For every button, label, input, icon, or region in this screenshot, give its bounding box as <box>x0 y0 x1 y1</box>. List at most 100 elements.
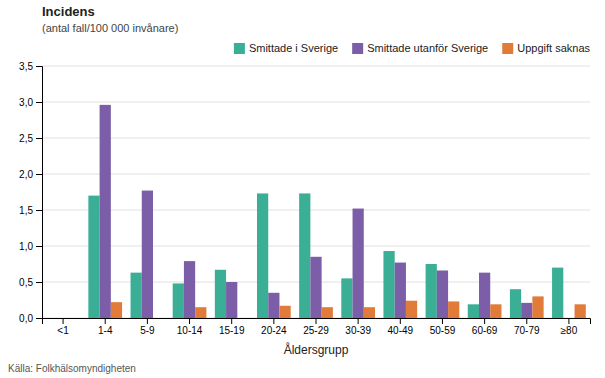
bar <box>69 318 80 319</box>
x-tick-mark <box>316 318 317 324</box>
bar <box>142 191 153 318</box>
legend-item: Smittade utanför Sverige <box>352 42 488 54</box>
x-tick: 30-39 <box>345 318 371 336</box>
y-tick: 2,0 <box>19 169 42 180</box>
bar <box>100 105 111 318</box>
legend-swatch <box>502 43 513 54</box>
y-tick-label: 1,5 <box>19 205 33 216</box>
y-axis-line <box>36 67 43 319</box>
y-tick-mark <box>36 318 42 319</box>
x-tick: 40-49 <box>388 318 414 336</box>
bar <box>353 209 364 318</box>
bar-series <box>88 193 563 318</box>
y-tick-mark <box>36 102 42 103</box>
x-tick-label: 20-24 <box>261 325 287 336</box>
x-tick: 60-69 <box>472 318 498 336</box>
x-tick: 25-29 <box>303 318 329 336</box>
bar <box>310 257 321 318</box>
x-tick-mark <box>568 318 569 324</box>
bar <box>510 289 521 318</box>
bar <box>448 301 459 318</box>
bar <box>468 304 479 318</box>
bar <box>215 270 226 318</box>
bar-series <box>100 105 533 318</box>
x-tick-mark <box>484 318 485 324</box>
y-tick-label: 0,5 <box>19 277 33 288</box>
bar <box>383 251 394 318</box>
x-tick-label: 60-69 <box>472 325 498 336</box>
x-tick-label: 30-39 <box>345 325 371 336</box>
x-tick-mark <box>189 318 190 324</box>
y-tick-label: 1,0 <box>19 241 33 252</box>
grid-line <box>42 174 590 175</box>
bar <box>184 261 195 318</box>
bar <box>226 282 237 318</box>
x-tick-mark <box>442 318 443 324</box>
x-tick: 5-9 <box>140 318 155 336</box>
y-tick: 2,5 <box>19 133 42 144</box>
bar <box>490 304 501 318</box>
legend-label: Smittade utanför Sverige <box>367 42 488 54</box>
bar <box>173 283 184 318</box>
legend-swatch <box>234 43 245 54</box>
legend-item: Uppgift saknas <box>502 42 590 54</box>
bar <box>299 193 310 318</box>
x-tick-mark <box>400 318 401 324</box>
bar <box>57 318 68 319</box>
bar <box>437 270 448 318</box>
title: Incidens <box>42 4 95 19</box>
subtitle: (antal fall/100 000 invånare) <box>42 22 178 34</box>
y-tick-label: 3,0 <box>19 97 33 108</box>
bar <box>237 318 248 319</box>
bar <box>153 318 164 319</box>
y-tick-label: 0,0 <box>19 313 33 324</box>
bar <box>88 196 99 318</box>
bar <box>521 303 532 318</box>
bar <box>131 273 142 318</box>
x-tick: <1 <box>57 318 69 336</box>
x-axis-label: Åldersgrupp <box>284 342 349 357</box>
chart: Incidens (antal fall/100 000 invånare) 0,0… <box>0 0 605 378</box>
bar <box>563 318 574 319</box>
x-tick-label: <1 <box>57 325 69 336</box>
y-tick: 3,0 <box>19 97 42 108</box>
y-tick-mark <box>36 246 42 247</box>
x-tick-label: 1-4 <box>98 325 113 336</box>
y-tick-mark <box>36 174 42 175</box>
x-tick-mark <box>231 318 232 324</box>
bar <box>341 278 352 318</box>
x-tick-mark <box>147 318 148 324</box>
y-tick-label: 2,0 <box>19 169 33 180</box>
legend-swatch <box>352 43 363 54</box>
x-tick-label: 70-79 <box>514 325 540 336</box>
bar <box>322 307 333 318</box>
x-tick-label: 50-59 <box>430 325 456 336</box>
legend-label: Uppgift saknas <box>517 42 590 54</box>
grid-line <box>42 66 590 67</box>
bar-series <box>111 296 586 318</box>
y-tick-mark <box>36 210 42 211</box>
y-tick: 0,5 <box>19 277 42 288</box>
grid-line <box>42 210 590 211</box>
x-tick: 15-19 <box>219 318 245 336</box>
x-tick-label: ≥80 <box>561 325 578 336</box>
grid-line <box>42 246 590 247</box>
bar <box>364 307 375 318</box>
x-tick-mark <box>526 318 527 324</box>
annotation: Källa: Folkhälsomyndigheten <box>8 363 136 374</box>
bar <box>426 264 437 318</box>
legend-item: Smittade i Sverige <box>234 42 338 54</box>
y-tick: 0,0 <box>19 313 42 324</box>
y-tick: 1,5 <box>19 205 42 216</box>
bar <box>395 263 406 318</box>
bar <box>406 301 417 318</box>
y-tick: 3,5 <box>19 61 42 72</box>
bar <box>575 304 586 318</box>
x-tick-mark <box>273 318 274 324</box>
x-tick-mark <box>63 318 64 324</box>
grid <box>42 66 590 318</box>
y-tick-label: 3,5 <box>19 61 33 72</box>
plot: 0,00,51,01,52,02,53,03,5<11-45-910-1415-… <box>19 61 590 336</box>
y-tick-label: 2,5 <box>19 133 33 144</box>
x-tick: ≥80 <box>561 318 578 336</box>
